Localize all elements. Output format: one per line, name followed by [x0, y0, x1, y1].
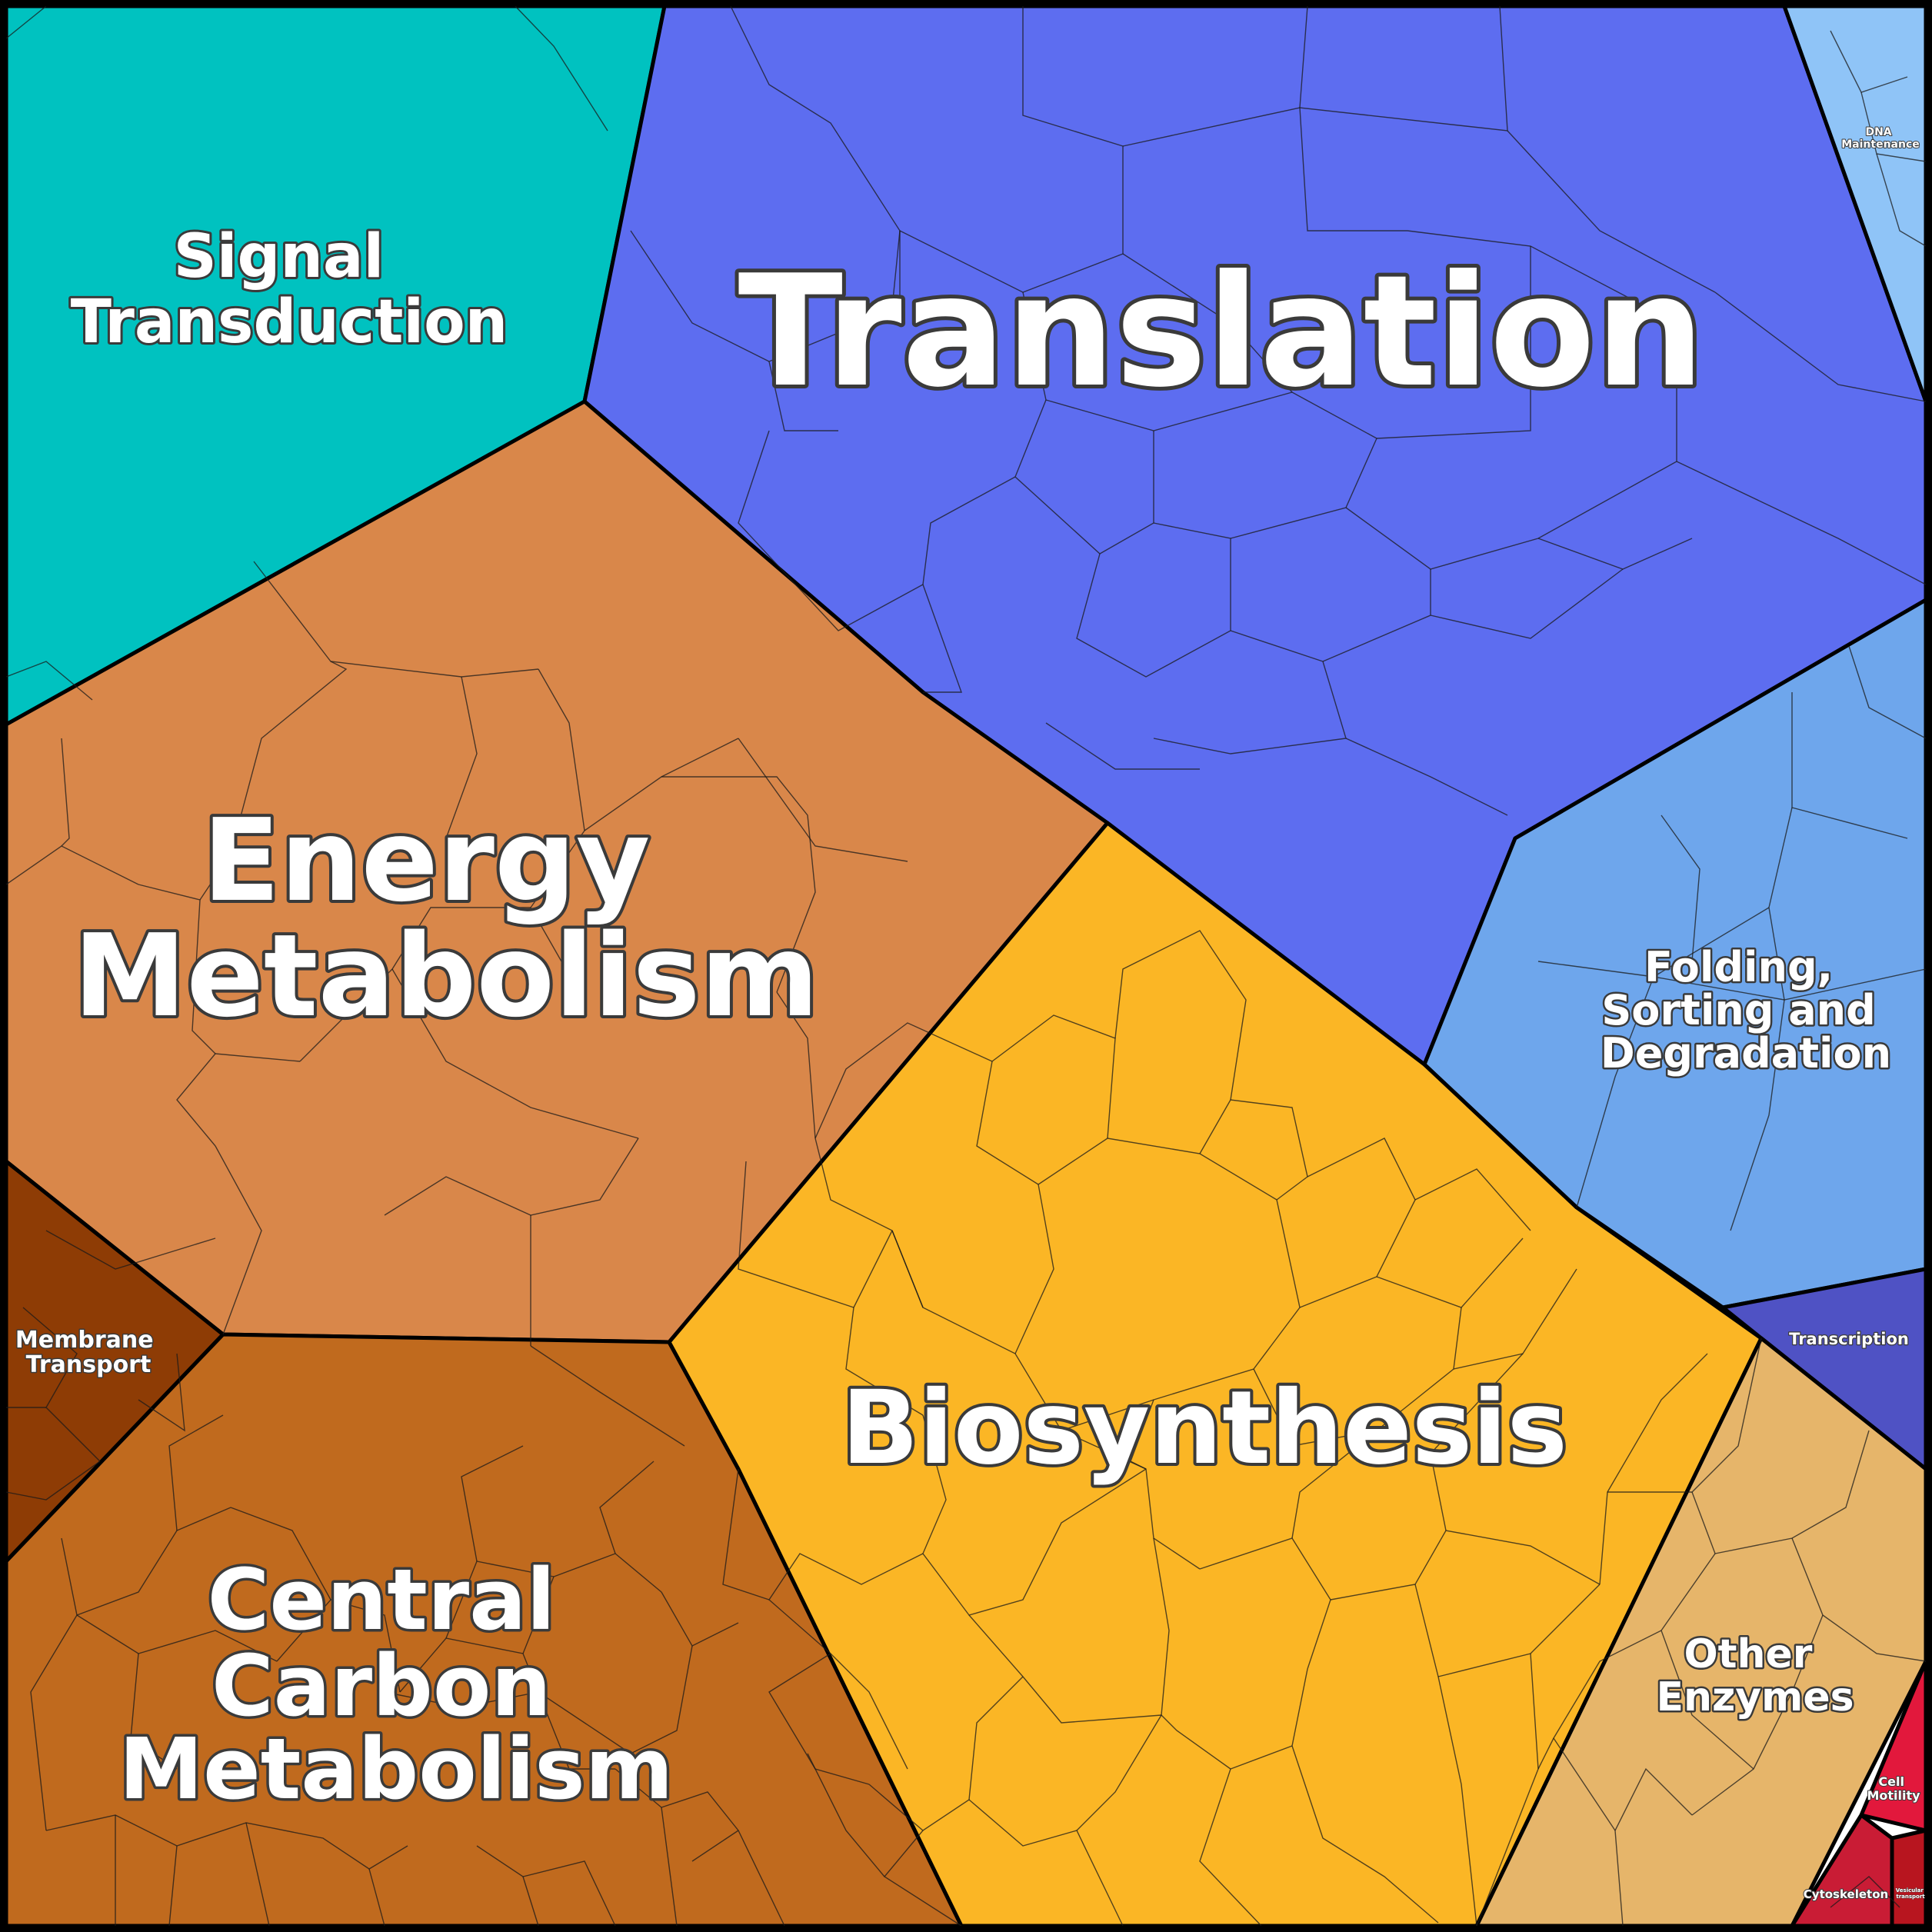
label-translation: Translation — [738, 242, 1705, 421]
label-membrane-transport: Membrane Transport — [15, 1327, 162, 1378]
label-dna-maintenance: DNA Maintenance — [1841, 126, 1920, 151]
subcells — [5, 5, 1927, 1927]
label-central-carbon: Central Carbon Metabolism — [119, 1551, 674, 1818]
region-vesicular-transport — [1890, 1828, 1928, 1928]
label-cytoskeleton: Cytoskeleton — [1804, 1887, 1888, 1901]
label-other-enzymes: Other Enzymes — [1656, 1631, 1854, 1720]
label-vesicular-transport: Vesicular transport — [1896, 1887, 1926, 1900]
region-other-enzymes — [1474, 1336, 1928, 1928]
label-cell-motility: Cell Motility — [1867, 1774, 1920, 1803]
label-folding-sorting: Folding, Sorting and Degradation — [1601, 943, 1891, 1078]
label-energy-metabolism: Energy Metabolism — [73, 794, 819, 1042]
label-signal-transduction: Signal Transduction — [71, 222, 508, 357]
label-transcription: Transcription — [1789, 1330, 1909, 1348]
label-biosynthesis: Biosynthesis — [841, 1369, 1567, 1487]
